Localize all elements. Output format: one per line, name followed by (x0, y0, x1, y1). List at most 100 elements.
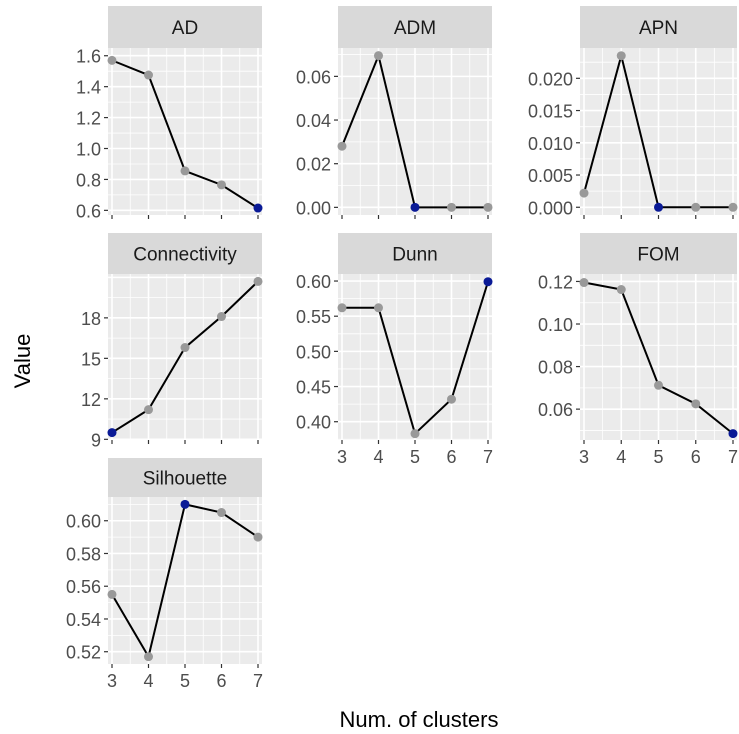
y-tick-label: 0.04 (296, 111, 331, 131)
y-tick-label: 0.02 (296, 155, 331, 175)
facet-strip (108, 6, 262, 48)
x-tick-label: 6 (691, 447, 701, 467)
x-tick-label: 7 (483, 447, 493, 467)
data-point (579, 278, 589, 288)
y-tick-label: 0.010 (528, 134, 573, 154)
y-tick-label: 0.54 (66, 610, 101, 630)
gridlines (338, 274, 492, 440)
y-tick-label: 1.4 (76, 78, 101, 98)
data-point (654, 380, 663, 390)
y-tick-label: 0.015 (528, 102, 573, 122)
optimal-data-point (728, 429, 738, 439)
y-tick-label: 0.005 (528, 166, 573, 186)
data-point (337, 141, 347, 151)
facet-title: FOM (637, 245, 679, 266)
y-tick-label: 0.60 (296, 272, 331, 292)
y-axis-label: Value (10, 334, 35, 389)
gridlines (338, 48, 492, 215)
x-axis-label: Num. of clusters (340, 707, 499, 732)
x-tick-label: 3 (579, 447, 589, 467)
data-point (253, 276, 263, 286)
facet-title: ADM (394, 18, 436, 39)
x-tick-label: 5 (180, 671, 190, 691)
data-point (616, 51, 626, 61)
y-tick-label: 1.0 (76, 140, 101, 160)
facet-strip (580, 6, 737, 48)
data-point (217, 180, 226, 190)
optimal-data-point (253, 203, 263, 213)
y-tick-label: 15 (81, 349, 101, 369)
x-tick-label: 6 (446, 447, 456, 467)
facet-silhouette: Silhouette 0.52 0.54 0.56 0.58 0.60 3 4 5 6 7 (66, 458, 263, 691)
y-tick-label: 1.6 (76, 47, 101, 67)
data-point (691, 399, 701, 409)
data-point (447, 394, 456, 404)
data-point (374, 303, 383, 313)
y-tick-label: 0.12 (538, 272, 573, 292)
data-point (180, 343, 190, 353)
facet-strip (338, 233, 492, 274)
y-tick-label: 0.06 (538, 400, 573, 420)
y-tick-label: 0.000 (528, 198, 573, 218)
facet-strip (338, 6, 492, 48)
facet-title: APN (639, 18, 678, 39)
data-point (374, 51, 383, 61)
facet-strip (108, 233, 262, 274)
x-tick-label: 4 (373, 447, 383, 467)
data-point (180, 166, 190, 176)
facet-panels: AD0.60.81.01.21.41.6ADM0.000.020.040.06A… (66, 6, 738, 691)
y-tick-label: 0.58 (66, 544, 101, 564)
y-tick-label: 18 (81, 309, 101, 329)
x-tick-label: 6 (216, 671, 226, 691)
y-tick-label: 1.2 (76, 109, 101, 129)
x-tick-label: 5 (410, 447, 420, 467)
y-tick-label: 0.55 (296, 307, 331, 327)
optimal-data-point (654, 202, 663, 212)
facet-title: AD (172, 18, 198, 39)
y-tick-label: 0.8 (76, 170, 101, 190)
y-tick-label: 0.00 (296, 198, 331, 218)
gridlines (108, 48, 262, 215)
optimal-data-point (410, 202, 420, 212)
x-tick-label: 7 (253, 671, 263, 691)
x-tick-label: 3 (337, 447, 347, 467)
optimal-data-point (107, 428, 117, 438)
y-tick-label: 12 (81, 390, 101, 410)
facet-title: Silhouette (143, 469, 228, 490)
data-point (447, 202, 456, 212)
facet-strip (108, 458, 262, 497)
y-tick-label: 0.06 (296, 67, 331, 87)
data-point (616, 285, 626, 295)
data-point (107, 55, 117, 65)
x-tick-label: 7 (728, 447, 738, 467)
optimal-data-point (483, 277, 493, 287)
y-tick-label: 0.40 (296, 413, 331, 433)
data-point (107, 589, 117, 599)
y-tick-label: 0.10 (538, 315, 573, 335)
facet-connectivity: Connectivity 9 12 15 18 (81, 233, 263, 450)
y-tick-label: 0.56 (66, 577, 101, 597)
facet-title: Dunn (392, 245, 437, 266)
data-point (728, 202, 738, 212)
data-point (217, 508, 226, 518)
data-point (217, 312, 226, 322)
gridlines (580, 274, 737, 440)
data-point (579, 188, 589, 198)
data-point (144, 405, 153, 415)
y-tick-label: 0.08 (538, 358, 573, 378)
x-tick-label: 4 (143, 671, 153, 691)
facet-strip (580, 233, 737, 274)
gridlines (108, 497, 262, 664)
y-tick-label: 9 (91, 430, 101, 450)
y-tick-label: 0.6 (76, 201, 101, 221)
x-tick-label: 3 (107, 671, 117, 691)
facet-dunn: Dunn 0.40 0.45 0.50 0.55 0.60 3 4 5 6 7 (296, 233, 493, 467)
y-tick-label: 0.45 (296, 378, 331, 398)
data-point (144, 70, 153, 80)
facet-adm: ADM 0.00 0.02 0.04 0.06 (296, 6, 493, 219)
facet-ad: AD 0.6 0.8 1.0 1.2 1.4 1.6 (76, 6, 263, 221)
y-tick-label: 0.50 (296, 342, 331, 362)
x-tick-label: 5 (653, 447, 663, 467)
optimal-data-point (180, 499, 190, 509)
